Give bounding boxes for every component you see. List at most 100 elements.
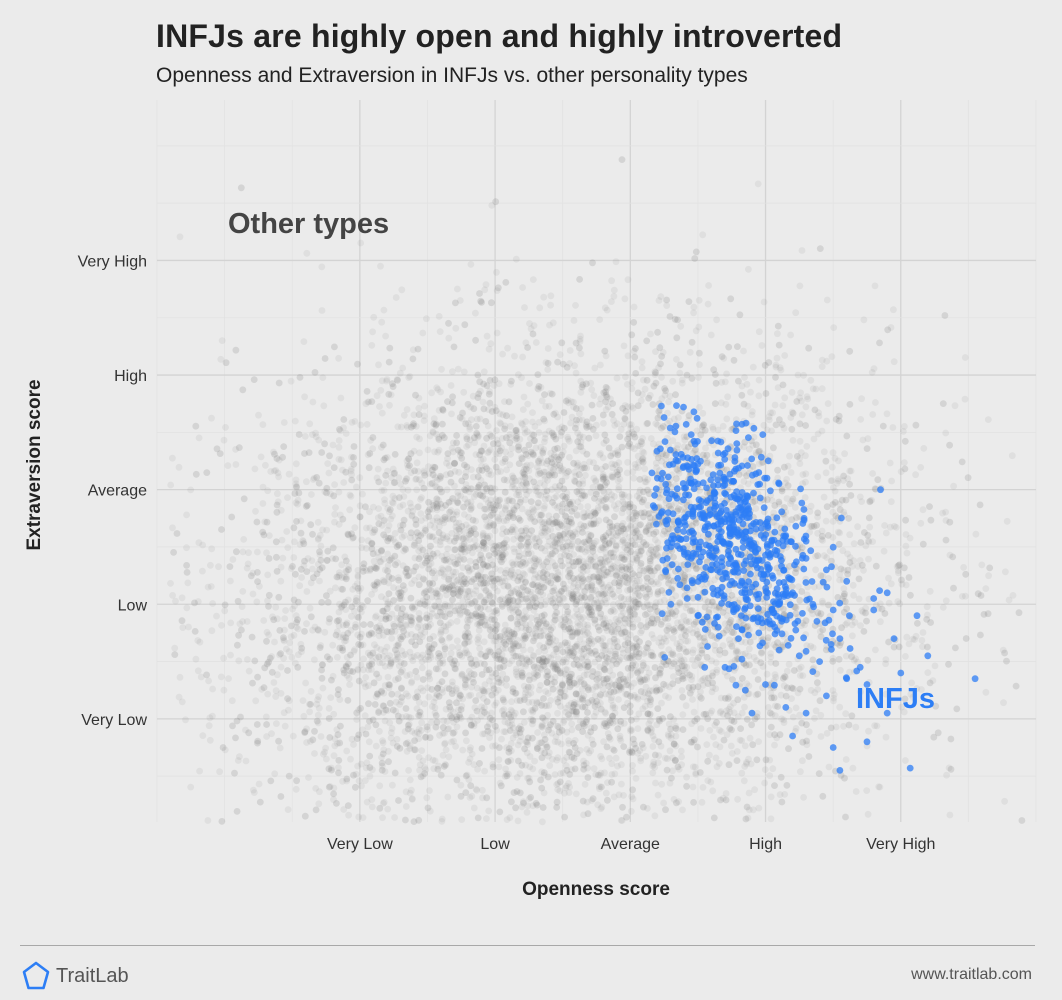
other-type-point <box>532 583 540 590</box>
other-type-point <box>625 576 633 584</box>
other-type-point <box>626 605 634 612</box>
other-type-point <box>359 814 367 821</box>
other-type-point <box>515 486 522 494</box>
other-type-point <box>447 507 455 514</box>
other-type-point <box>492 450 500 458</box>
other-type-point <box>802 470 810 478</box>
other-type-point <box>169 524 176 532</box>
other-type-point <box>452 519 460 527</box>
other-type-point <box>580 757 587 765</box>
other-type-point <box>634 694 641 701</box>
other-type-point <box>572 302 579 309</box>
other-type-point <box>600 420 607 427</box>
other-type-point <box>480 368 488 376</box>
other-type-point <box>663 302 671 309</box>
other-type-point <box>791 504 799 511</box>
other-type-point <box>532 339 540 346</box>
other-type-point <box>552 637 560 644</box>
other-type-point <box>627 726 634 733</box>
other-type-point <box>770 641 778 649</box>
other-type-point <box>545 723 553 731</box>
other-type-point <box>428 389 435 397</box>
other-type-point <box>628 403 635 410</box>
other-type-point <box>376 782 384 790</box>
other-type-point <box>631 572 638 580</box>
other-type-point <box>690 738 698 746</box>
other-type-point <box>421 402 428 410</box>
other-type-point <box>634 452 642 460</box>
other-type-point <box>683 773 690 781</box>
other-type-point <box>699 231 707 239</box>
other-type-point <box>824 400 832 407</box>
other-type-point <box>332 504 339 511</box>
other-type-point <box>485 523 492 531</box>
other-type-point <box>629 556 637 563</box>
other-type-point <box>445 634 453 642</box>
other-type-point <box>245 549 252 557</box>
other-type-point <box>699 409 707 417</box>
other-type-point <box>410 746 418 753</box>
other-type-point <box>652 779 659 787</box>
other-type-point <box>493 427 500 434</box>
other-type-point <box>502 645 509 652</box>
other-type-point <box>316 577 323 585</box>
other-type-point <box>572 790 580 798</box>
other-type-point <box>415 730 423 737</box>
other-type-point <box>632 582 640 589</box>
other-type-point <box>362 764 370 772</box>
other-type-point <box>493 329 501 337</box>
other-type-point <box>524 598 532 605</box>
other-type-point <box>799 480 807 488</box>
other-type-point <box>447 649 455 657</box>
other-type-point <box>557 553 565 560</box>
other-type-point <box>812 566 819 574</box>
other-type-point <box>504 344 511 352</box>
other-type-point <box>375 505 382 512</box>
other-type-point <box>686 348 694 356</box>
other-type-point <box>557 464 565 472</box>
other-type-point <box>406 499 414 507</box>
other-type-point <box>415 404 423 412</box>
other-type-point <box>982 688 990 696</box>
other-type-point <box>552 576 560 584</box>
other-type-point <box>519 474 527 481</box>
other-type-point <box>259 421 267 428</box>
other-type-point <box>696 361 703 368</box>
other-type-point <box>796 437 804 445</box>
other-type-point <box>572 420 580 428</box>
other-type-point <box>807 376 815 384</box>
other-type-point <box>481 767 488 775</box>
other-type-point <box>376 403 383 410</box>
other-type-point <box>208 627 216 635</box>
other-type-point <box>516 535 524 542</box>
other-type-point <box>531 535 539 543</box>
other-type-point <box>585 423 593 430</box>
other-type-point <box>612 505 620 513</box>
other-type-point <box>645 720 653 728</box>
other-type-point <box>697 725 705 732</box>
other-type-point <box>539 818 546 826</box>
other-type-point <box>453 526 460 534</box>
other-type-point <box>628 615 635 623</box>
other-type-point <box>610 793 618 801</box>
other-type-point <box>443 459 450 467</box>
other-type-point <box>424 446 432 454</box>
other-type-point <box>802 403 810 411</box>
other-type-point <box>674 441 682 449</box>
other-type-point <box>649 743 657 750</box>
other-type-point <box>420 590 428 597</box>
other-type-point <box>734 795 741 803</box>
other-type-point <box>518 619 526 627</box>
other-type-point <box>503 816 511 823</box>
other-type-point <box>622 633 630 641</box>
other-type-point <box>626 503 634 510</box>
other-type-point <box>284 806 292 813</box>
other-type-point <box>521 304 528 311</box>
other-type-point <box>534 669 542 676</box>
other-type-point <box>392 676 399 684</box>
other-type-point <box>255 780 263 788</box>
page-subtitle: Openness and Extraversion in INFJs vs. o… <box>156 64 748 87</box>
other-type-point <box>820 493 828 501</box>
other-type-point <box>712 754 720 762</box>
other-type-point <box>184 579 192 587</box>
